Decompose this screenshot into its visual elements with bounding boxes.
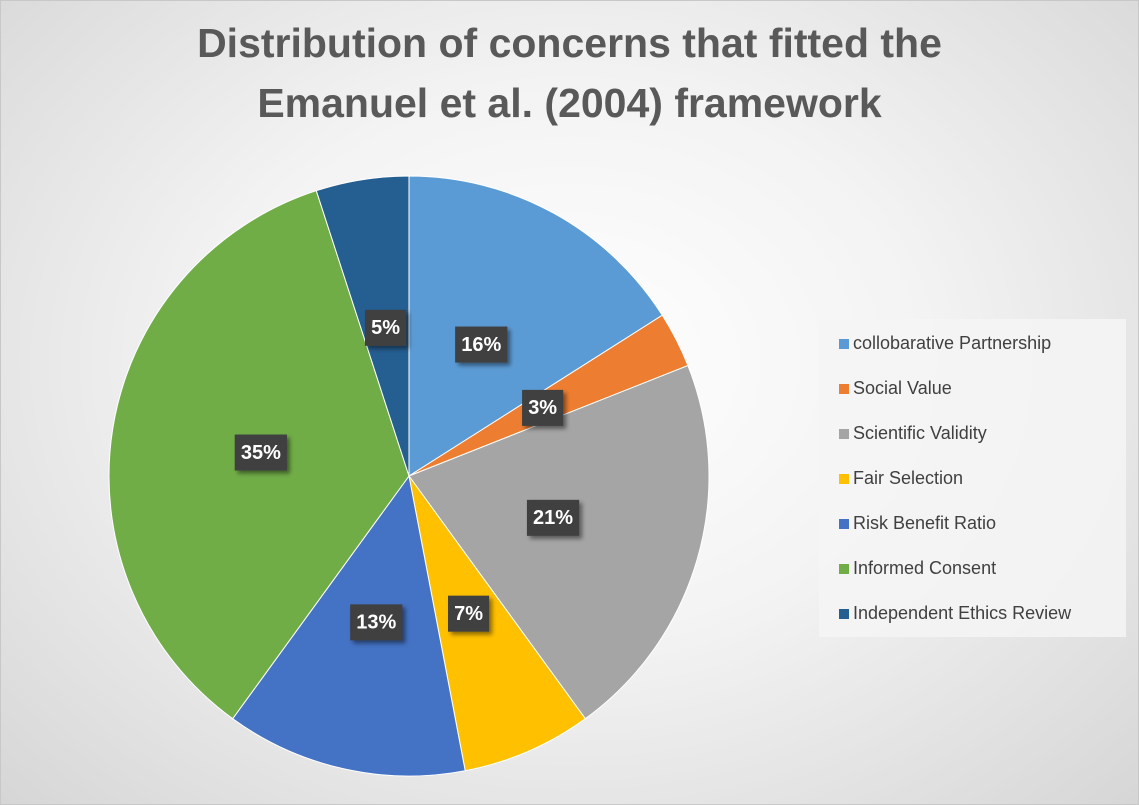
data-label: 7% [448,595,490,632]
data-label-box [526,499,580,536]
legend-label: Informed Consent [853,558,996,578]
data-label: 21% [526,499,580,536]
pie-slice [231,474,466,777]
data-label: 13% [350,604,403,641]
legend-swatch [839,519,849,529]
data-label-text: 35% [241,442,281,464]
legend-label: Social Value [853,378,952,398]
pie-slice [408,475,587,772]
data-label-box [364,309,407,346]
data-label-text: 5% [371,317,400,339]
data-label-text: 7% [454,603,483,625]
legend-label: Scientific Validity [853,423,987,443]
data-label-text: 21% [533,507,573,529]
data-label-box [455,326,508,363]
data-label: 16% [455,326,508,363]
legend-swatch [839,564,849,574]
legend-label: collobarative Partnership [853,333,1051,353]
data-label: 35% [234,434,287,471]
legend-swatch [839,429,849,439]
pie-slice [408,175,663,477]
legend-box [819,319,1126,637]
legend-label: Fair Selection [853,468,963,488]
data-label-box [448,595,490,632]
data-label-text: 13% [356,612,396,634]
data-label: 5% [364,309,407,346]
data-label-box [234,434,287,471]
pie-slice [408,364,710,720]
pie-slice [315,175,410,477]
legend-swatch [839,474,849,484]
legend-swatch [839,609,849,619]
data-label-box [522,389,564,426]
data-label-text: 16% [461,334,501,356]
chart-title: Distribution of concerns that fitted the… [197,20,942,126]
legend-swatch [839,384,849,394]
title-wrap: Distribution of concerns that fitted the… [1,13,1138,133]
legend-swatch [839,339,849,349]
data-label: 3% [522,389,564,426]
data-label-text: 3% [528,397,557,419]
legend-label: Independent Ethics Review [853,603,1072,623]
data-label-box [350,604,403,641]
legend-label: Risk Benefit Ratio [853,513,996,533]
